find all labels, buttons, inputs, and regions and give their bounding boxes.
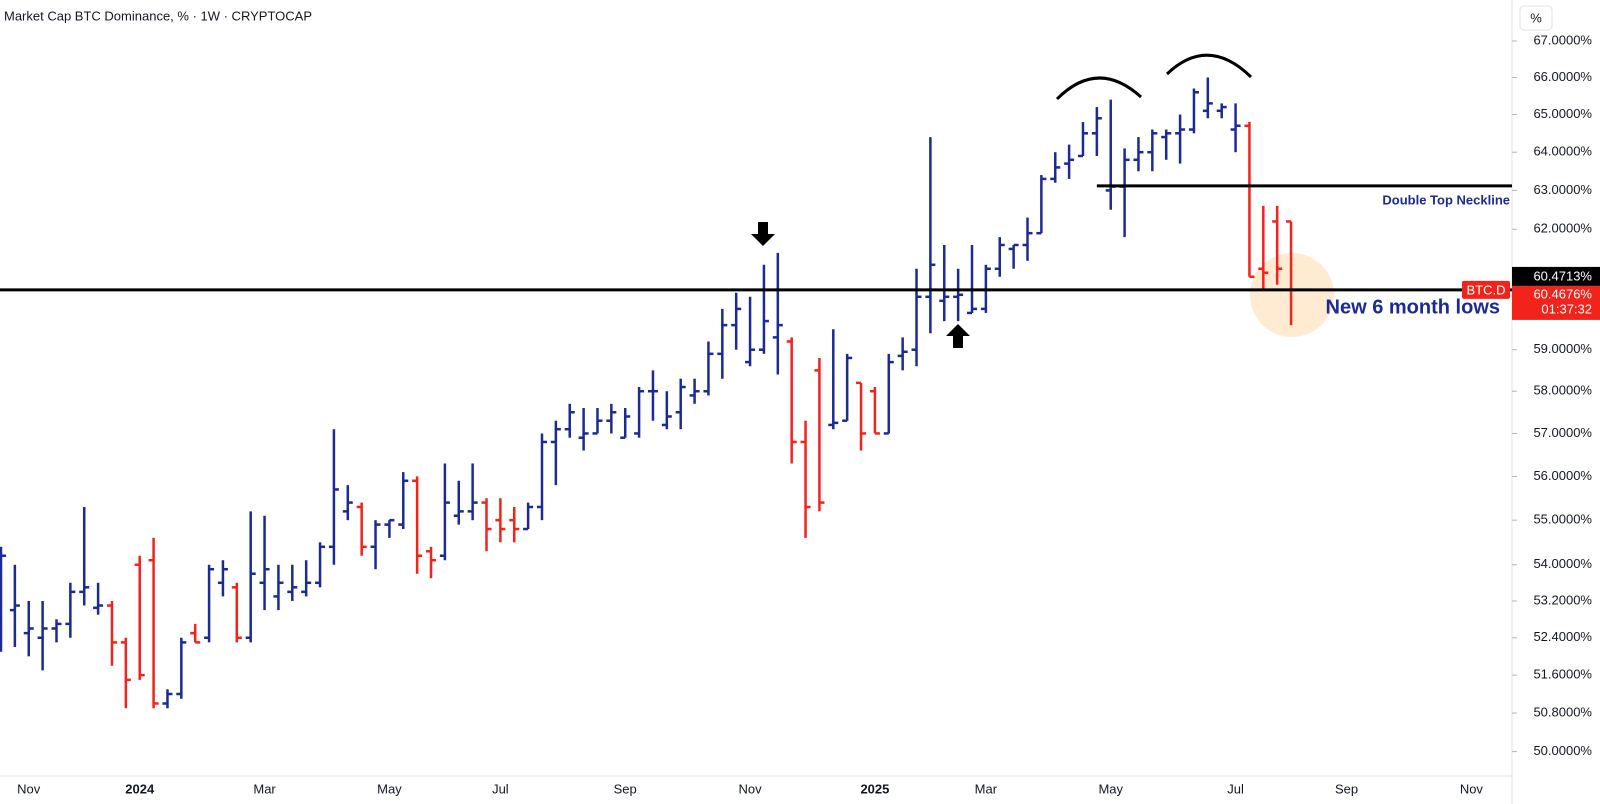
y-tick-label: 52.4000% [1533,629,1592,644]
y-tick-label: 53.2000% [1533,592,1592,607]
down-arrow [751,222,775,246]
top-arc [1055,76,1143,101]
x-tick-label: Sep [614,781,637,796]
y-tick-label: 59.0000% [1533,341,1592,356]
symbol-box [1462,280,1510,299]
top-arc [1165,53,1253,79]
y-tick-label: 56.0000% [1533,468,1592,483]
hline-price-box [1512,266,1600,286]
y-tick-label: 64.0000% [1533,144,1592,159]
hline-price-label: 60.4713% [1533,268,1592,283]
y-tick-label: 50.0000% [1533,743,1592,758]
neckline-label: Double Top Neckline [1382,192,1510,207]
countdown-label: 01:37:32 [1541,301,1592,316]
y-tick-label: 67.0000% [1533,32,1592,47]
unit-label[interactable]: % [1530,10,1542,25]
y-tick-label: 58.0000% [1533,383,1592,398]
y-tick-label: 57.0000% [1533,425,1592,440]
unit-button[interactable] [1519,5,1553,31]
y-tick-label: 65.0000% [1533,106,1592,121]
x-tick-label: May [1098,781,1123,796]
x-tick-label: Jul [492,781,509,796]
up-arrow [946,324,970,348]
x-tick-label: 2024 [125,781,155,796]
x-tick-label: May [377,781,402,796]
y-tick-label: 62.0000% [1533,221,1592,236]
annotation: New 6 month lows [1326,296,1500,318]
x-tick-label: Jul [1227,781,1244,796]
last-price-label: 60.4676% [1533,286,1592,301]
x-tick-label: Mar [253,781,276,796]
chart-title: Market Cap BTC Dominance, % · 1W · CRYPT… [4,8,312,23]
x-tick-label: 2025 [860,781,889,796]
y-tick-label: 51.6000% [1533,667,1592,682]
y-tick-label: 55.0000% [1533,512,1592,527]
y-tick-label: 54.0000% [1533,556,1592,571]
x-tick-label: Nov [1460,781,1484,796]
x-tick-label: Nov [739,781,763,796]
x-tick-label: Mar [975,781,998,796]
symbol-label: BTC.D [1467,282,1506,297]
x-tick-label: Sep [1335,781,1358,796]
y-tick-label: 66.0000% [1533,69,1592,84]
last-price-box [1512,285,1600,320]
y-tick-label: 50.8000% [1533,704,1592,719]
x-tick-label: Nov [17,781,41,796]
y-tick-label: 63.0000% [1533,182,1592,197]
